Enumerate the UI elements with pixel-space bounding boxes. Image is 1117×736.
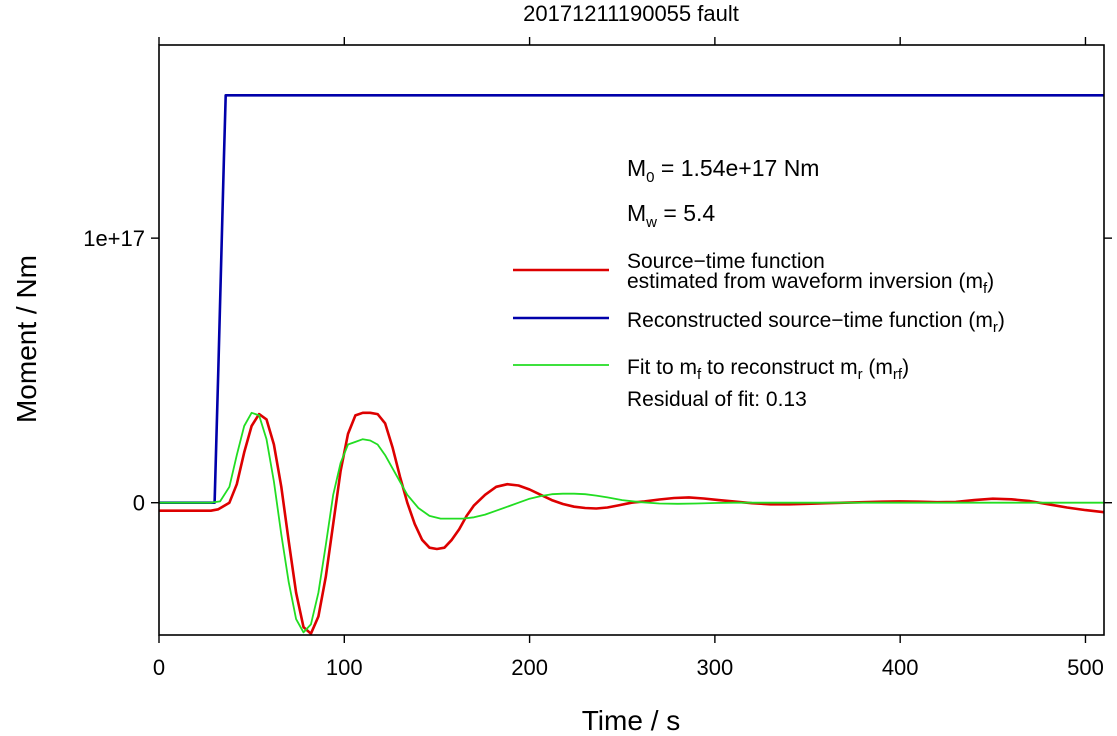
legend-label: Fit to mf to reconstruct mr (mrf)	[627, 356, 909, 383]
x-tick-label: 0	[153, 655, 165, 680]
residual-annotation: Residual of fit: 0.13	[627, 388, 807, 411]
moment-magnitude-annotation: Mw = 5.4	[627, 200, 715, 231]
legend-label: estimated from waveform inversion (mf)	[627, 270, 994, 297]
x-axis-label: Time / s	[582, 705, 681, 736]
series-layer	[159, 94, 1104, 635]
axis-tick-labels: 0 100 200 300 400 500 0 1e+17	[83, 226, 1104, 680]
chart-title: 20171211190055 fault	[523, 1, 739, 26]
y-tick-label: 0	[133, 491, 145, 516]
x-tick-label: 200	[511, 655, 548, 680]
plot-frame	[158, 44, 1105, 636]
y-tick-label: 1e+17	[83, 226, 145, 251]
seismic-moment-annotation: M0 = 1.54e+17 Nm	[627, 155, 819, 186]
x-tick-label: 100	[326, 655, 363, 680]
series-line-2	[159, 411, 1104, 634]
series-line-0	[159, 411, 1104, 635]
axis-ticks	[151, 37, 1112, 643]
legend-label: Source−time function	[627, 250, 825, 273]
legend-label: Reconstructed source−time function (mr)	[627, 309, 1005, 336]
y-axis-label: Moment / Nm	[11, 255, 42, 423]
x-tick-label: 300	[697, 655, 734, 680]
x-tick-label: 500	[1067, 655, 1104, 680]
annotations: M0 = 1.54e+17 Nm Mw = 5.4 Residual of fi…	[627, 155, 819, 411]
x-tick-label: 400	[882, 655, 919, 680]
